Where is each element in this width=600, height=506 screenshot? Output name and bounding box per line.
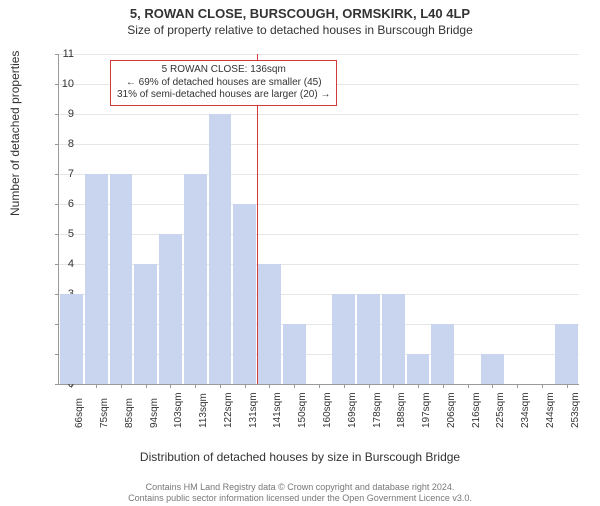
ytick-label: 10 [54, 78, 74, 90]
bar [555, 324, 578, 384]
xtick-label: 178sqm [372, 392, 383, 428]
ytick-label: 6 [54, 198, 74, 210]
gridline-h [59, 204, 579, 205]
bar [382, 294, 405, 384]
xtick-mark [443, 384, 444, 388]
footer-line-2: Contains public sector information licen… [0, 493, 600, 504]
xtick-mark [567, 384, 568, 388]
xtick-label: 169sqm [347, 392, 358, 428]
bar [134, 264, 157, 384]
y-axis-label: Number of detached properties [8, 51, 22, 216]
info-line-2: ← 69% of detached houses are smaller (45… [117, 77, 330, 90]
xtick-mark [517, 384, 518, 388]
xtick-mark [245, 384, 246, 388]
xtick-label: 75sqm [99, 398, 110, 428]
bar [258, 264, 281, 384]
xtick-label: 253sqm [570, 392, 581, 428]
xtick-mark [96, 384, 97, 388]
x-axis-label: Distribution of detached houses by size … [0, 450, 600, 464]
bar [357, 294, 380, 384]
xtick-label: 197sqm [421, 392, 432, 428]
xtick-mark [220, 384, 221, 388]
xtick-mark [319, 384, 320, 388]
xtick-mark [344, 384, 345, 388]
xtick-mark [170, 384, 171, 388]
xtick-label: 160sqm [322, 392, 333, 428]
bar [481, 354, 504, 384]
xtick-mark [492, 384, 493, 388]
xtick-mark [393, 384, 394, 388]
footer-line-1: Contains HM Land Registry data © Crown c… [0, 482, 600, 493]
xtick-label: 216sqm [471, 392, 482, 428]
bar [209, 114, 232, 384]
xtick-mark [269, 384, 270, 388]
xtick-mark [294, 384, 295, 388]
bar [85, 174, 108, 384]
ytick-label: 8 [54, 138, 74, 150]
gridline-h [59, 144, 579, 145]
info-line-1: 5 ROWAN CLOSE: 136sqm [117, 64, 330, 77]
bar [60, 294, 83, 384]
xtick-label: 244sqm [545, 392, 556, 428]
gridline-h [59, 54, 579, 55]
bar [407, 354, 430, 384]
xtick-mark [369, 384, 370, 388]
xtick-label: 188sqm [396, 392, 407, 428]
ytick-label: 4 [54, 258, 74, 270]
xtick-label: 141sqm [272, 392, 283, 428]
bar [431, 324, 454, 384]
bar [332, 294, 355, 384]
xtick-mark [418, 384, 419, 388]
page-title-2: Size of property relative to detached ho… [0, 23, 600, 37]
info-callout: 5 ROWAN CLOSE: 136sqm← 69% of detached h… [110, 60, 337, 106]
page-title-1: 5, ROWAN CLOSE, BURSCOUGH, ORMSKIRK, L40… [0, 6, 600, 21]
xtick-mark [146, 384, 147, 388]
bar [184, 174, 207, 384]
xtick-mark [468, 384, 469, 388]
ytick-label: 7 [54, 168, 74, 180]
xtick-label: 225sqm [495, 392, 506, 428]
info-line-3: 31% of semi-detached houses are larger (… [117, 89, 330, 102]
xtick-label: 85sqm [124, 398, 135, 428]
gridline-h [59, 174, 579, 175]
footer-attribution: Contains HM Land Registry data © Crown c… [0, 482, 600, 504]
bar [283, 324, 306, 384]
xtick-label: 150sqm [297, 392, 308, 428]
xtick-label: 234sqm [520, 392, 531, 428]
gridline-h [59, 234, 579, 235]
ytick-label: 9 [54, 108, 74, 120]
bar [110, 174, 133, 384]
xtick-label: 122sqm [223, 392, 234, 428]
xtick-label: 131sqm [248, 392, 259, 428]
xtick-label: 206sqm [446, 392, 457, 428]
bar [159, 234, 182, 384]
xtick-label: 94sqm [149, 398, 160, 428]
xtick-mark [121, 384, 122, 388]
xtick-label: 113sqm [198, 393, 209, 428]
ytick-label: 5 [54, 228, 74, 240]
gridline-h [59, 114, 579, 115]
xtick-mark [542, 384, 543, 388]
bar [233, 204, 256, 384]
xtick-label: 103sqm [173, 392, 184, 428]
xtick-label: 66sqm [74, 398, 85, 428]
ytick-label: 11 [54, 48, 74, 60]
xtick-mark [195, 384, 196, 388]
